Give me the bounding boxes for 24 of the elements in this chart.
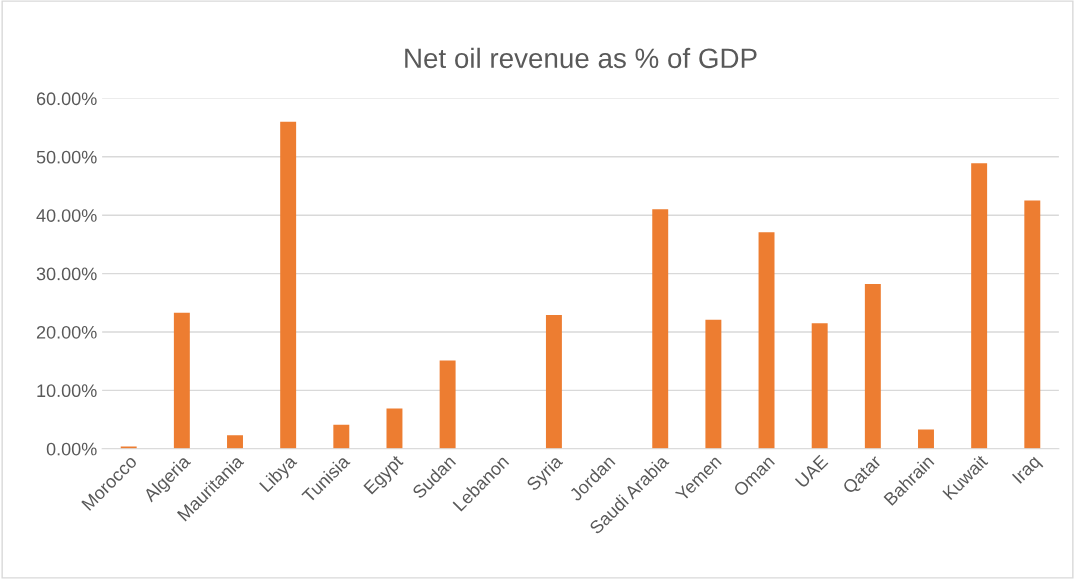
bar bbox=[1024, 200, 1041, 449]
bar bbox=[705, 319, 722, 449]
bar bbox=[439, 360, 456, 449]
y-tick-label: 10.00% bbox=[37, 384, 97, 398]
bar bbox=[386, 408, 403, 449]
bar bbox=[173, 312, 190, 449]
y-tick-label: 30.00% bbox=[36, 267, 97, 281]
bar bbox=[227, 435, 243, 449]
bar bbox=[971, 163, 988, 449]
x-tick-label: Iraq bbox=[1011, 454, 1044, 487]
y-tick-label: 0.00% bbox=[46, 442, 97, 456]
bar bbox=[758, 232, 775, 449]
bar bbox=[333, 424, 350, 449]
bar bbox=[864, 284, 881, 449]
y-tick-label: 40.00% bbox=[36, 209, 97, 222]
bar bbox=[280, 121, 297, 449]
bar bbox=[652, 209, 669, 449]
bar bbox=[545, 315, 562, 449]
bar bbox=[918, 429, 934, 449]
y-tick-label: 20.00% bbox=[36, 325, 97, 339]
y-tick-label: 60.00% bbox=[36, 92, 97, 106]
bar bbox=[811, 323, 828, 449]
chart-title: Net oil revenue as % of GDP bbox=[405, 47, 757, 69]
y-tick-label: 50.00% bbox=[36, 150, 97, 164]
